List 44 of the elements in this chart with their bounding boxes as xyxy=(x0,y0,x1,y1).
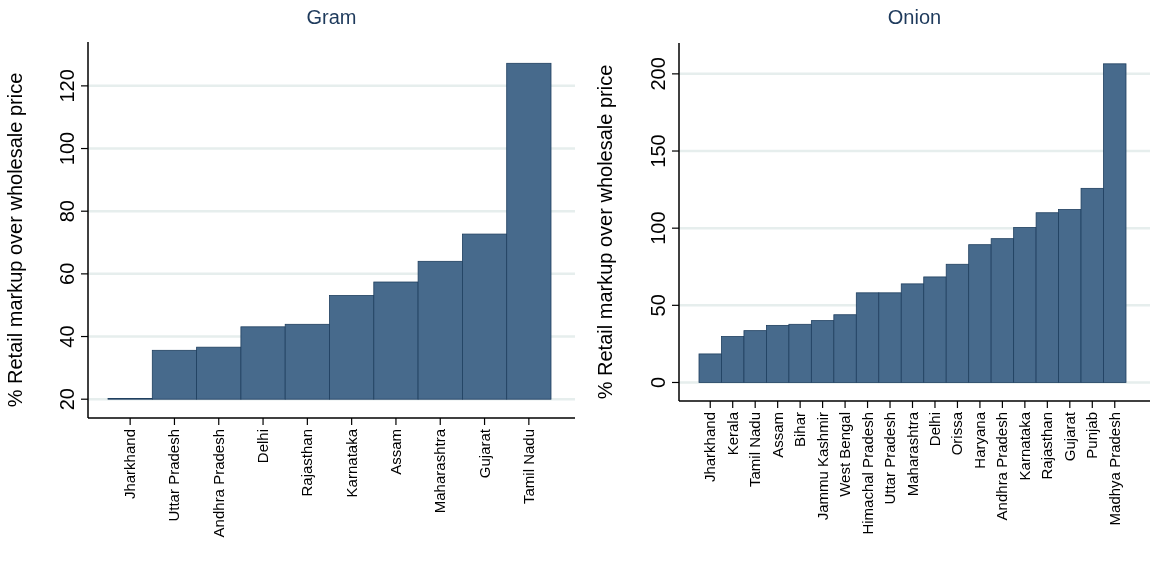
x-tick-label: West Bengal xyxy=(836,412,854,497)
x-tick-label: Tamil Nadu xyxy=(746,412,764,488)
x-tick-label: Uttar Pradesh xyxy=(165,429,183,522)
x-tick-label: Rajasthan xyxy=(298,429,316,497)
x-tick-label: Jharkhand xyxy=(701,412,719,483)
x-tick-label: Orissa xyxy=(948,411,966,456)
chart-title: Gram xyxy=(306,6,357,28)
y-axis-title: % Retail markup over wholesale price xyxy=(594,64,616,400)
y-tick-label: 150 xyxy=(647,134,669,168)
x-tick-label: Haryana xyxy=(970,411,988,469)
x-tick-label: Assam xyxy=(386,429,404,475)
x-tick-label: Kerala xyxy=(723,411,741,456)
x-tick-label: Andhra Pradesh xyxy=(209,429,227,538)
x-tick-label: Rajasthan xyxy=(1038,412,1056,480)
y-tick-label: 100 xyxy=(647,211,669,245)
y-tick-label: 200 xyxy=(647,57,669,91)
x-tick-label: Himachal Pradesh xyxy=(858,412,876,535)
x-tick-label: Maharashtra xyxy=(431,428,449,514)
x-tick-label: Punjab xyxy=(1083,412,1101,459)
x-tick-label: Madhya Pradesh xyxy=(1105,412,1123,526)
x-tick-label: Tamil Nadu xyxy=(519,429,537,505)
y-tick-label: 80 xyxy=(56,200,78,223)
y-tick-label: 40 xyxy=(56,325,78,348)
x-tick-label: Jammu Kashmir xyxy=(813,412,831,521)
y-tick-label: 120 xyxy=(56,69,78,103)
x-tick-label: Gujarat xyxy=(475,428,493,479)
x-tick-label: Maharashtra xyxy=(903,411,921,497)
x-tick-label: Delhi xyxy=(925,412,943,447)
x-tick-label: Andhra Pradesh xyxy=(993,412,1011,521)
x-tick-label: Gujarat xyxy=(1060,411,1078,462)
x-tick-label: Jharkhand xyxy=(121,429,139,500)
x-tick-label: Karnataka xyxy=(342,428,360,498)
y-tick-label: 60 xyxy=(56,262,78,285)
x-tick-label: Delhi xyxy=(254,429,272,464)
y-tick-label: 50 xyxy=(647,294,669,317)
x-tick-label: Uttar Pradesh xyxy=(881,412,899,505)
x-tick-label: Bihar xyxy=(791,412,809,448)
x-tick-label: Karnataka xyxy=(1015,411,1033,481)
y-tick-label: 20 xyxy=(56,388,78,411)
chart-title: Onion xyxy=(887,6,942,28)
y-axis-title: % Retail markup over wholesale price xyxy=(4,72,26,408)
x-tick-label: Assam xyxy=(768,412,786,458)
y-tick-label: 100 xyxy=(56,131,78,166)
y-tick-label: 0 xyxy=(647,376,669,389)
